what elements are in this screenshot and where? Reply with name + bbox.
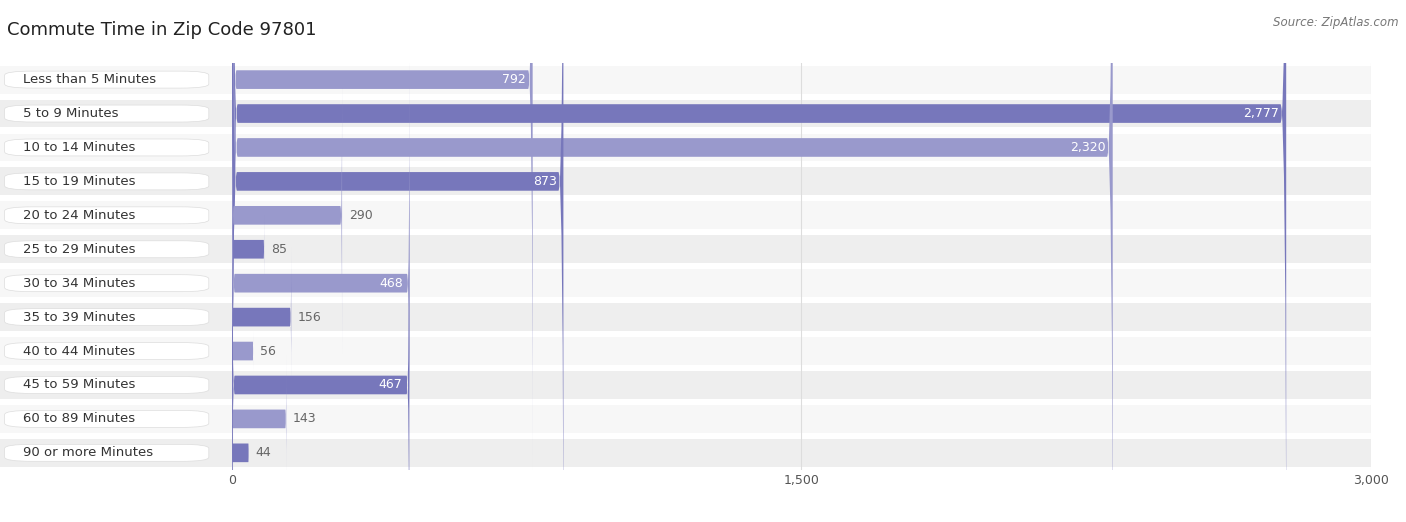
FancyBboxPatch shape	[232, 247, 291, 387]
Bar	[0, 337, 232, 365]
Text: 20 to 24 Minutes: 20 to 24 Minutes	[22, 209, 135, 222]
Text: 90 or more Minutes: 90 or more Minutes	[22, 446, 153, 459]
Bar	[0, 235, 232, 263]
Text: 85: 85	[271, 243, 287, 256]
Bar	[0, 66, 232, 93]
FancyBboxPatch shape	[232, 157, 409, 522]
FancyBboxPatch shape	[232, 77, 342, 353]
FancyBboxPatch shape	[232, 332, 253, 370]
Text: 45 to 59 Minutes: 45 to 59 Minutes	[22, 378, 135, 392]
FancyBboxPatch shape	[4, 139, 209, 156]
Bar	[232, 405, 1371, 433]
FancyBboxPatch shape	[4, 309, 209, 326]
FancyBboxPatch shape	[232, 355, 287, 482]
Bar	[232, 235, 1371, 263]
Text: 792: 792	[502, 73, 526, 86]
FancyBboxPatch shape	[4, 275, 209, 292]
Bar	[0, 168, 232, 195]
Text: 290: 290	[349, 209, 373, 222]
Text: Less than 5 Minutes: Less than 5 Minutes	[22, 73, 156, 86]
FancyBboxPatch shape	[232, 0, 1112, 522]
Text: 40 to 44 Minutes: 40 to 44 Minutes	[22, 345, 135, 358]
Bar	[232, 269, 1371, 297]
Text: 468: 468	[380, 277, 402, 290]
FancyBboxPatch shape	[4, 444, 209, 461]
Bar	[232, 168, 1371, 195]
Bar	[232, 337, 1371, 365]
FancyBboxPatch shape	[4, 173, 209, 190]
Text: 10 to 14 Minutes: 10 to 14 Minutes	[22, 141, 135, 154]
FancyBboxPatch shape	[232, 0, 1286, 522]
FancyBboxPatch shape	[4, 71, 209, 88]
FancyBboxPatch shape	[4, 207, 209, 224]
FancyBboxPatch shape	[232, 440, 249, 466]
Bar	[0, 303, 232, 331]
Bar	[232, 201, 1371, 229]
FancyBboxPatch shape	[232, 0, 564, 522]
FancyBboxPatch shape	[4, 376, 209, 394]
Text: 60 to 89 Minutes: 60 to 89 Minutes	[22, 412, 135, 425]
Text: 143: 143	[292, 412, 316, 425]
Text: 2,320: 2,320	[1070, 141, 1107, 154]
FancyBboxPatch shape	[4, 410, 209, 428]
FancyBboxPatch shape	[232, 54, 409, 512]
Text: 56: 56	[260, 345, 276, 358]
Bar	[232, 100, 1371, 127]
FancyBboxPatch shape	[4, 241, 209, 258]
Text: 467: 467	[378, 378, 402, 392]
Text: 25 to 29 Minutes: 25 to 29 Minutes	[22, 243, 136, 256]
Bar	[232, 371, 1371, 399]
Text: 5 to 9 Minutes: 5 to 9 Minutes	[22, 107, 118, 120]
FancyBboxPatch shape	[4, 342, 209, 360]
Bar	[0, 405, 232, 433]
Text: Source: ZipAtlas.com: Source: ZipAtlas.com	[1274, 16, 1399, 29]
Text: 156: 156	[298, 311, 322, 324]
Text: 2,777: 2,777	[1243, 107, 1279, 120]
Bar	[232, 134, 1371, 161]
Bar	[0, 371, 232, 399]
Text: 35 to 39 Minutes: 35 to 39 Minutes	[22, 311, 136, 324]
Bar	[0, 439, 232, 467]
Text: Commute Time in Zip Code 97801: Commute Time in Zip Code 97801	[7, 21, 316, 39]
Text: 873: 873	[533, 175, 557, 188]
FancyBboxPatch shape	[4, 105, 209, 122]
FancyBboxPatch shape	[232, 215, 264, 283]
Bar	[0, 201, 232, 229]
Text: 30 to 34 Minutes: 30 to 34 Minutes	[22, 277, 135, 290]
Bar	[0, 269, 232, 297]
Text: 44: 44	[256, 446, 271, 459]
FancyBboxPatch shape	[232, 0, 533, 473]
Bar	[232, 303, 1371, 331]
Bar	[0, 100, 232, 127]
Text: 15 to 19 Minutes: 15 to 19 Minutes	[22, 175, 136, 188]
Bar	[232, 439, 1371, 467]
Bar	[0, 134, 232, 161]
Bar	[232, 66, 1371, 93]
